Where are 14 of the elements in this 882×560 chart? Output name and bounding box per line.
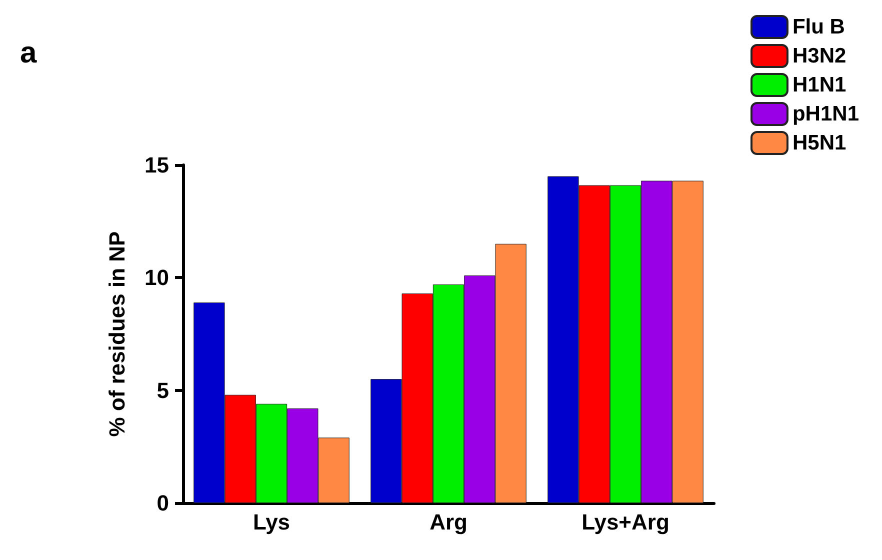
legend-label: H5N1 <box>792 132 846 154</box>
y-tick-label: 0 <box>156 490 169 516</box>
x-tick-label: Lys+Arg <box>582 510 670 534</box>
legend-label: H3N2 <box>792 44 846 68</box>
x-tick-label: Arg <box>430 510 468 534</box>
x-tick-label: Lys <box>252 510 290 534</box>
legend-label: pH1N1 <box>792 102 860 126</box>
legend-label: Flu B <box>792 16 845 38</box>
legend-label: H1N1 <box>792 74 846 96</box>
y-tick-label: 5 <box>156 378 169 403</box>
y-tick-label: 10 <box>144 265 169 290</box>
y-axis-title: % of residues in NP <box>104 231 130 437</box>
y-tick-label: 15 <box>144 152 169 178</box>
text: a <box>20 36 37 70</box>
